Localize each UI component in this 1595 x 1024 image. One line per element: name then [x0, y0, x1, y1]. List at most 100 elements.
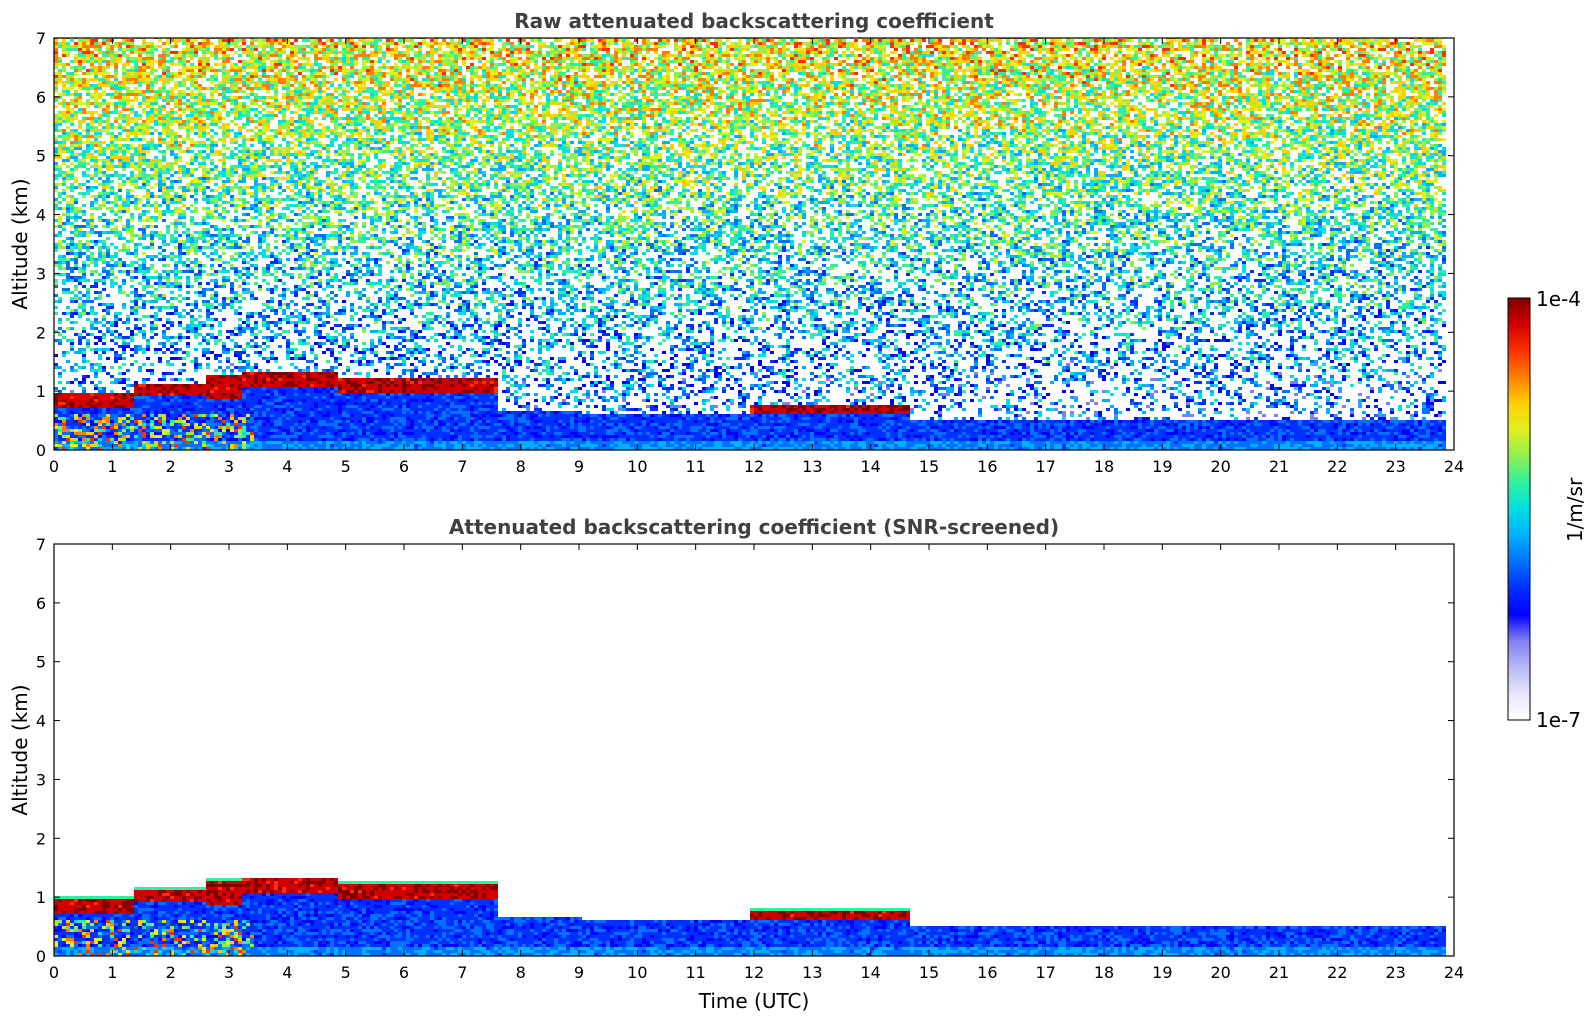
heatmap-cell: [274, 99, 278, 102]
heatmap-cell: [142, 390, 146, 393]
heatmap-cell: [114, 330, 118, 333]
heatmap-cell: [258, 174, 262, 177]
heatmap-cell: [234, 96, 238, 99]
heatmap-cell: [154, 168, 158, 171]
heatmap-cell: [194, 210, 198, 213]
heatmap-cell: [106, 270, 110, 273]
heatmap-cell: [162, 141, 166, 144]
heatmap-cell: [98, 297, 102, 300]
heatmap-cell: [230, 156, 234, 159]
heatmap-cell: [154, 108, 158, 111]
heatmap-cell: [246, 60, 250, 63]
heatmap-cell: [138, 144, 142, 147]
heatmap-cell: [218, 285, 222, 288]
heatmap-cell: [122, 303, 126, 306]
heatmap-cell: [214, 225, 218, 228]
heatmap-cell: [134, 150, 138, 153]
heatmap-cell: [258, 213, 262, 216]
heatmap-cell: [162, 396, 166, 399]
heatmap-cell: [106, 396, 110, 399]
heatmap-cell: [94, 291, 98, 294]
heatmap-cell: [262, 69, 266, 72]
heatmap-cell: [174, 414, 178, 417]
heatmap-cell: [70, 204, 74, 207]
heatmap-cell: [202, 396, 206, 399]
heatmap-cell: [82, 192, 86, 195]
heatmap-cell: [238, 381, 242, 384]
heatmap-cell: [170, 132, 174, 135]
heatmap-cell: [210, 234, 214, 237]
heatmap-cell: [70, 414, 74, 417]
heatmap-cell: [210, 405, 214, 408]
heatmap-cell: [258, 243, 262, 246]
heatmap-cell: [214, 432, 218, 435]
heatmap-cell: [270, 396, 274, 399]
heatmap-cell: [222, 186, 226, 189]
heatmap-cell: [86, 102, 90, 105]
heatmap-cell: [118, 165, 122, 168]
heatmap-cell: [134, 63, 138, 66]
heatmap-cell: [182, 84, 186, 87]
heatmap-cell: [226, 60, 230, 63]
heatmap-cell: [126, 447, 130, 450]
heatmap-cell: [74, 396, 78, 399]
heatmap-cell: [62, 222, 66, 225]
heatmap-cell: [126, 420, 130, 423]
heatmap-cell: [82, 234, 86, 237]
heatmap-cell: [162, 60, 166, 63]
heatmap-cell: [266, 396, 270, 399]
heatmap-cell: [142, 177, 146, 180]
heatmap-cell: [130, 279, 134, 282]
heatmap-cell: [98, 135, 102, 138]
heatmap-cell: [158, 171, 162, 174]
heatmap-cell: [94, 420, 98, 423]
heatmap-cell: [274, 372, 278, 375]
heatmap-cell: [82, 183, 86, 186]
heatmap-cell: [154, 432, 158, 435]
heatmap-cell: [262, 213, 266, 216]
heatmap-cell: [242, 429, 246, 432]
heatmap-cell: [114, 396, 118, 399]
heatmap-cell: [94, 402, 98, 405]
heatmap-cell: [186, 435, 190, 438]
heatmap-cell: [246, 384, 250, 387]
heatmap-cell: [102, 366, 106, 369]
heatmap-cell: [118, 393, 122, 396]
heatmap-cell: [254, 405, 258, 408]
heatmap-cell: [74, 252, 78, 255]
heatmap-cell: [82, 102, 86, 105]
heatmap-cell: [142, 447, 146, 450]
heatmap-cell: [234, 441, 238, 444]
heatmap-cell: [194, 66, 198, 69]
heatmap-cell: [170, 153, 174, 156]
heatmap-cell: [170, 183, 174, 186]
heatmap-cell: [110, 396, 114, 399]
heatmap-cell: [186, 441, 190, 444]
heatmap-cell: [254, 48, 258, 51]
heatmap-cell: [78, 435, 82, 438]
heatmap-cell: [82, 381, 86, 384]
heatmap-cell: [138, 408, 142, 411]
heatmap-cell: [126, 315, 130, 318]
heatmap-cell: [106, 144, 110, 147]
heatmap-cell: [226, 123, 230, 126]
heatmap-cell: [162, 183, 166, 186]
heatmap-cell: [198, 132, 202, 135]
heatmap-cell: [122, 396, 126, 399]
heatmap-cell: [266, 219, 270, 222]
heatmap-cell: [134, 126, 138, 129]
heatmap-cell: [70, 396, 74, 399]
heatmap-cell: [126, 225, 130, 228]
heatmap-cell: [82, 327, 86, 330]
heatmap-cell: [106, 435, 110, 438]
heatmap-cell: [174, 222, 178, 225]
heatmap-cell: [178, 123, 182, 126]
heatmap-cell: [270, 105, 274, 108]
heatmap-cell: [70, 270, 74, 273]
heatmap-cell: [190, 216, 194, 219]
heatmap-cell: [238, 441, 242, 444]
heatmap-cell: [222, 63, 226, 66]
heatmap-cell: [254, 138, 258, 141]
heatmap-cell: [198, 102, 202, 105]
heatmap-cell: [162, 96, 166, 99]
